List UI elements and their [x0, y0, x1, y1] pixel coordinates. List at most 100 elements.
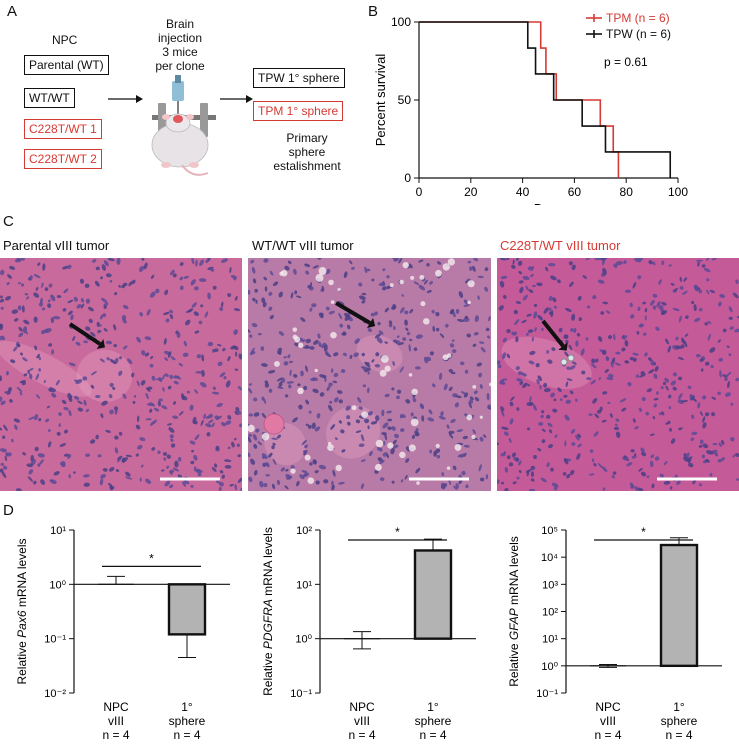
nucleus	[191, 302, 197, 308]
nucleus	[33, 274, 41, 279]
nucleus	[4, 455, 8, 462]
nucleus	[115, 469, 120, 473]
nucleus	[469, 266, 473, 271]
nucleus	[141, 350, 146, 356]
y-tick-label: 10⁰	[49, 579, 66, 591]
nucleus	[478, 341, 485, 344]
nucleus	[533, 311, 538, 319]
nucleus	[384, 307, 390, 313]
nucleus	[190, 279, 196, 286]
vacuole	[379, 369, 387, 377]
nucleus	[404, 475, 408, 480]
nucleus	[19, 391, 23, 396]
nucleus	[711, 396, 716, 400]
nucleus	[7, 386, 12, 393]
arrow-head	[366, 317, 376, 329]
nucleus	[670, 282, 675, 286]
x-tick-label: 80	[620, 185, 634, 199]
histology-title-wtwt: WT/WT vIII tumor	[252, 238, 354, 253]
nucleus	[465, 484, 469, 489]
nucleus	[667, 345, 672, 353]
nucleus	[485, 327, 490, 332]
nucleus	[260, 363, 268, 367]
nucleus	[268, 306, 273, 311]
nucleus	[611, 475, 615, 479]
nucleus	[591, 358, 596, 364]
nucleus	[705, 361, 710, 366]
nucleus	[400, 307, 405, 314]
nucleus	[706, 450, 714, 455]
nucleus	[47, 299, 51, 303]
nucleus	[593, 431, 599, 437]
nucleus	[519, 286, 524, 294]
nucleus	[301, 439, 307, 446]
nucleus	[573, 327, 577, 334]
nucleus	[709, 289, 716, 294]
nucleus	[276, 434, 281, 439]
nucleus	[525, 469, 532, 473]
nucleus	[182, 481, 187, 487]
nucleus	[650, 454, 655, 459]
nucleus	[53, 471, 60, 476]
nucleus	[473, 390, 478, 395]
y-tick-label: 10⁵	[541, 525, 558, 537]
nucleus	[218, 481, 224, 487]
nucleus	[649, 299, 655, 306]
nucleus	[443, 383, 448, 391]
category-label: NPC	[349, 700, 375, 714]
nucleus	[702, 416, 706, 423]
nucleus	[220, 301, 224, 308]
nucleus	[305, 338, 311, 344]
nucleus	[412, 397, 417, 403]
nucleus	[437, 261, 442, 265]
nucleus	[132, 400, 136, 404]
nucleus	[652, 416, 656, 420]
survival-curve-0	[419, 21, 620, 178]
nucleus	[381, 409, 385, 417]
nucleus	[571, 264, 576, 271]
nucleus	[358, 406, 363, 410]
nucleus	[233, 308, 241, 312]
vacuole	[472, 384, 477, 389]
nucleus	[125, 471, 131, 477]
nucleus	[638, 407, 643, 412]
sphere-caption: Primary sphere estalishment	[273, 131, 341, 173]
nucleus	[401, 294, 404, 297]
y-axis-title: Relative GFAP mRNA levels	[507, 536, 521, 687]
nucleus	[229, 483, 234, 487]
nucleus	[399, 428, 405, 433]
nucleus	[9, 265, 13, 270]
nucleus	[545, 266, 549, 272]
nucleus	[21, 258, 25, 261]
nucleus	[436, 454, 441, 459]
nucleus	[341, 449, 346, 453]
nucleus	[278, 291, 283, 298]
nucleus	[294, 290, 298, 295]
vacuole	[435, 269, 442, 277]
nucleus	[303, 385, 308, 391]
nucleus	[100, 474, 106, 479]
nucleus	[399, 366, 404, 373]
nucleus	[300, 370, 304, 377]
panel-label-d: D	[3, 502, 14, 519]
nucleus	[540, 477, 547, 483]
nucleus	[42, 263, 46, 271]
nucleus	[546, 349, 550, 354]
nucleus	[547, 359, 553, 364]
nucleus	[614, 423, 618, 427]
nucleus	[654, 456, 660, 461]
nucleus	[497, 360, 501, 365]
nucleus	[191, 258, 195, 265]
nucleus	[40, 329, 46, 335]
nucleus	[597, 279, 605, 284]
nucleus	[203, 413, 207, 420]
nucleus	[345, 405, 351, 411]
vacuole	[318, 267, 327, 276]
nucleus	[455, 483, 459, 489]
nucleus	[706, 289, 710, 295]
nucleus	[547, 444, 554, 449]
nucleus	[602, 391, 608, 395]
nucleus	[151, 447, 156, 451]
nucleus	[661, 260, 665, 266]
nucleus	[527, 329, 534, 334]
